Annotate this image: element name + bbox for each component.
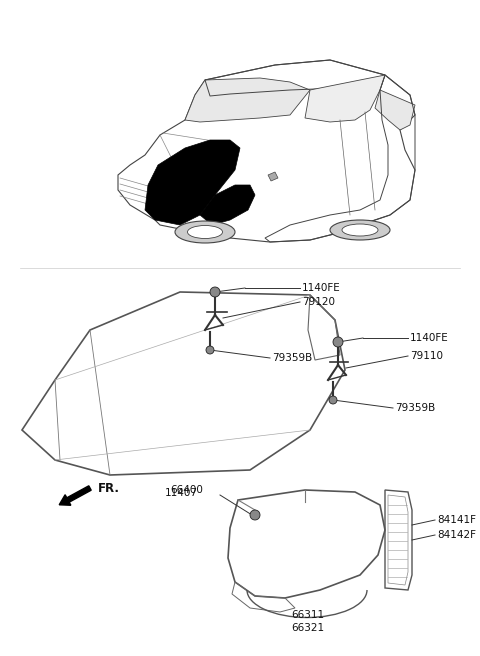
Text: 66400: 66400 [170,485,203,495]
Text: 84141F: 84141F [437,515,476,525]
Polygon shape [375,90,415,130]
Text: 1140FE: 1140FE [302,283,341,293]
Circle shape [206,346,214,354]
Text: 79110: 79110 [410,351,443,361]
Circle shape [210,287,220,297]
Circle shape [329,396,337,404]
Polygon shape [185,78,310,122]
Ellipse shape [175,221,235,243]
Text: 66311: 66311 [291,610,324,620]
Polygon shape [145,140,240,225]
Text: 66321: 66321 [291,623,324,633]
Text: 11407: 11407 [165,488,198,498]
Polygon shape [268,172,278,181]
Text: 79359B: 79359B [395,403,435,413]
Text: FR.: FR. [98,482,120,495]
Text: 79359B: 79359B [272,353,312,363]
Ellipse shape [188,226,223,239]
Ellipse shape [342,224,378,236]
Polygon shape [305,75,385,122]
Text: 79120: 79120 [302,297,335,307]
Circle shape [250,510,260,520]
Text: 84142F: 84142F [437,530,476,540]
Circle shape [333,337,343,347]
Text: 1140FE: 1140FE [410,333,449,343]
Polygon shape [200,185,255,225]
FancyArrow shape [59,486,91,505]
Ellipse shape [330,220,390,240]
